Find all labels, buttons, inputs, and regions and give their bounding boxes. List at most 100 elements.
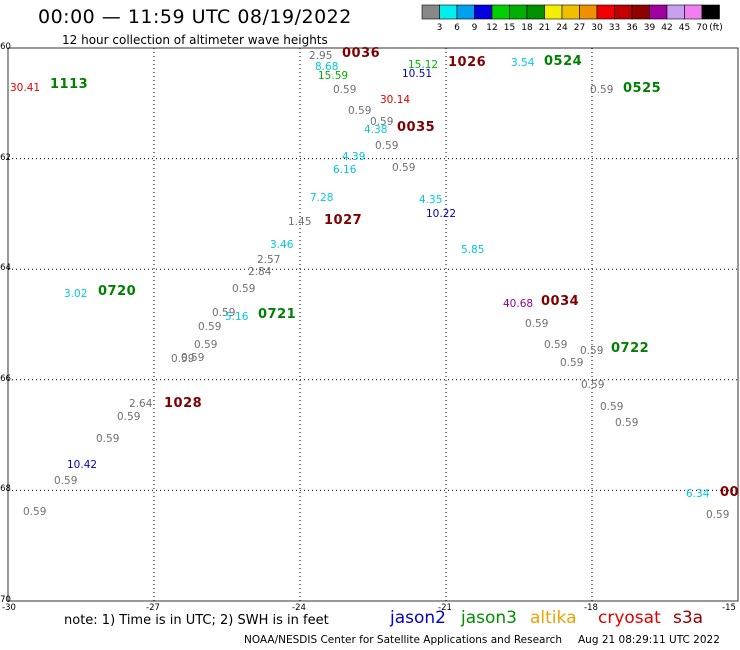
latitude-tick-label: -60 [0, 42, 11, 52]
wave-height-label: 3.54 [511, 57, 535, 69]
wave-height-label: 3.46 [270, 239, 294, 251]
wave-height-label: 30.14 [380, 94, 411, 106]
color-scale-label: 42 [661, 23, 672, 32]
color-scale-label: 6 [454, 23, 460, 32]
wave-height-label: 15.59 [318, 70, 349, 82]
wave-height-label: 6.16 [333, 164, 357, 176]
wave-height-label: 0.59 [23, 506, 47, 518]
color-scale-label: 39 [644, 23, 656, 32]
wave-height-label: 0.59 [232, 283, 256, 295]
wave-height-label: 0.59 [560, 357, 584, 369]
wave-height-label: 0.59 [615, 417, 639, 429]
color-scale-label: 33 [609, 23, 620, 32]
wave-height-label: 0.59 [581, 379, 605, 391]
generation-timestamp: Aug 21 08:29:11 UTC 2022 [578, 634, 720, 646]
wave-height-label: 7.28 [310, 192, 334, 204]
legend-cryosat: cryosat [598, 608, 661, 628]
pass-time-label: 0036 [342, 46, 381, 61]
page-title: 00:00 — 11:59 UTC 08/19/2022 [38, 6, 352, 28]
color-scale-label: 45 [679, 23, 690, 32]
longitude-tick-label: -30 [2, 603, 16, 613]
latitude-tick-label: -70 [0, 595, 11, 605]
wave-height-label: 0.59 [117, 411, 141, 423]
longitude-tick-label: -15 [722, 603, 736, 613]
wave-height-label: 0.59 [706, 509, 730, 521]
longitude-tick-label: -27 [146, 603, 160, 613]
pass-time-label: 0525 [623, 81, 662, 96]
color-scale-label: 24 [556, 23, 568, 32]
wave-height-label: 10.51 [402, 68, 433, 80]
legend-jason2: jason2 [390, 608, 446, 628]
longitude-tick-label: -21 [438, 603, 452, 613]
map-frame [7, 47, 739, 602]
wave-height-label: 0.59 [525, 318, 549, 330]
pass-time-label: 0034 [541, 294, 580, 309]
wave-height-label: 0.59 [194, 339, 218, 351]
color-scale-label: 18 [521, 23, 533, 32]
wave-height-label: 10.42 [67, 459, 98, 471]
color-scale-label: 3 [437, 23, 443, 32]
wave-height-label: 4.39 [342, 151, 366, 163]
color-scale-label: 9 [472, 23, 478, 32]
color-scale-label: 36 [626, 23, 638, 32]
wave-height-label: 0.59 [96, 433, 120, 445]
pass-time-label: 1113 [50, 77, 89, 92]
legend-s3a: s3a [673, 608, 704, 628]
color-scale-unit: (ft) [709, 23, 723, 32]
wave-height-label: 5.16 [225, 311, 249, 323]
color-scale-label: 30 [591, 23, 603, 32]
wave-height-label: 15.12 [408, 59, 439, 71]
color-scale-label: 70 [696, 23, 708, 32]
wave-height-label: 2.57 [257, 254, 281, 266]
longitude-tick-label: -18 [584, 603, 598, 613]
wave-height-label: 2.95 [309, 50, 333, 62]
longitude-tick-label: -24 [292, 603, 306, 613]
color-scale-legend: 3 6 9 12 15 18 21 24 27 30 33 36 39 42 45 70 (ft) [421, 4, 723, 32]
wave-height-label: 4.38 [364, 124, 388, 136]
wave-height-label: 0.59 [54, 475, 78, 487]
color-scale-label: 12 [486, 23, 497, 32]
pass-time-label: 0721 [258, 307, 297, 322]
wave-height-label: 3.02 [64, 288, 88, 300]
wave-height-label: 0.59 [348, 105, 372, 117]
pass-time-label: 1026 [448, 55, 487, 70]
wave-height-label: 0.59 [171, 353, 195, 365]
color-scale-label: 27 [574, 23, 585, 32]
wave-height-label: 40.68 [503, 298, 534, 310]
wave-height-label: 0.59 [370, 116, 394, 128]
wave-height-label: 8.68 [315, 61, 339, 73]
wave-height-label: 0.59 [181, 352, 205, 364]
wave-height-label: 0.59 [600, 401, 624, 413]
latitude-tick-label: -66 [0, 373, 11, 384]
pass-time-label: 00 [720, 485, 740, 500]
wave-height-label: 0.59 [544, 339, 568, 351]
wave-height-label: 0.59 [590, 84, 614, 96]
footer-note: note: 1) Time is in UTC; 2) SWH is in fe… [64, 613, 329, 628]
wave-height-label: 5.85 [461, 244, 485, 256]
wave-height-label: 0.59 [212, 307, 236, 319]
color-swatch [701, 4, 720, 20]
pass-time-label: 0722 [611, 341, 650, 356]
pass-time-label: 1027 [324, 213, 363, 228]
wave-height-label: 0.59 [580, 345, 604, 357]
wave-height-label: 2.64 [129, 398, 153, 410]
wave-height-label: 1.45 [288, 216, 312, 228]
legend-altika: altika [530, 608, 577, 628]
page-subtitle: 12 hour collection of altimeter wave hei… [62, 33, 328, 47]
pass-time-label: 0035 [397, 120, 436, 135]
pass-time-label: 1028 [164, 396, 203, 411]
wave-height-label: 2.84 [248, 266, 272, 278]
latitude-tick-label: -68 [0, 484, 11, 495]
pass-time-label: 0524 [544, 54, 583, 69]
latitude-tick-label: -64 [0, 263, 11, 274]
wave-height-label: 4.35 [419, 194, 443, 206]
color-scale-label: 15 [504, 23, 515, 32]
wave-height-label: 0.59 [392, 162, 416, 174]
legend-jason3: jason3 [461, 608, 517, 628]
pass-time-label: 0720 [98, 284, 137, 299]
latitude-tick-label: -62 [0, 152, 11, 163]
wave-height-label: 0.59 [198, 321, 222, 333]
wave-height-label: 30.41 [10, 82, 41, 94]
